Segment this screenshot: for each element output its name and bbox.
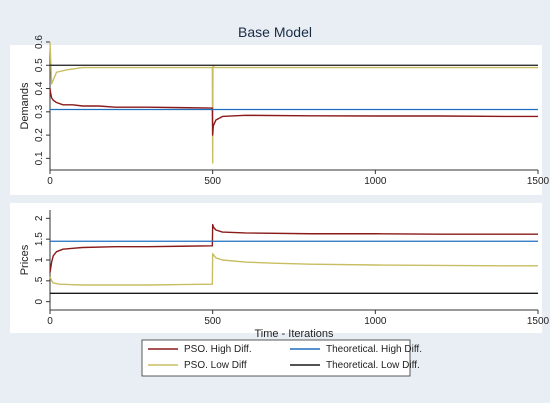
legend-label-pso-high-diff: PSO. High Diff.	[184, 344, 252, 355]
panel-background	[10, 203, 542, 333]
legend-label-theoretical-low-diff: Theoretical. Low Diff.	[326, 360, 420, 371]
series-line-pso-low-diff	[49, 41, 538, 164]
x-tick-label: 1500	[527, 316, 550, 327]
y-tick-label: 0	[34, 298, 45, 304]
y-axis-label: Prices	[19, 244, 31, 275]
chart-panel-2: 0 500 1000 1500 0 .5 1 1.5 2 Prices Time - Iterati…	[10, 203, 550, 340]
x-tick-label: 0	[47, 316, 53, 327]
y-tick-label: 0.6	[34, 35, 45, 49]
y-tick-label: 0.1	[34, 151, 45, 165]
y-tick-label: 0.4	[34, 81, 45, 95]
legend-label-theoretical-high-diff: Theoretical. High Diff.	[326, 344, 422, 355]
y-tick-label: 0.2	[34, 128, 45, 142]
y-tick-label: .5	[34, 276, 45, 285]
legend-box	[141, 339, 411, 377]
legend: PSO. High Diff. Theoretical. High Diff. PS…	[141, 339, 422, 377]
y-tick-label: 1.5	[34, 232, 45, 246]
y-tick-label: 2	[34, 215, 45, 221]
y-tick-label: 1	[34, 257, 45, 263]
x-tick-label: 0	[47, 176, 53, 187]
chart-title: Base Model	[238, 24, 312, 40]
series-line-pso-high-diff	[49, 88, 538, 136]
series-line-pso-high-diff	[49, 223, 538, 273]
chart-panel-1: 0 500 1000 1500 0.1 0.2 0.3 0.4 0.5 0.6 Demands	[10, 35, 550, 195]
x-axis-label: Time - Iterations	[254, 328, 334, 340]
y-tick-label: 0.3	[34, 104, 45, 118]
x-tick-label: 500	[204, 316, 221, 327]
y-axis-label: Demands	[19, 82, 31, 130]
x-tick-label: 1000	[364, 176, 387, 187]
legend-label-pso-low-diff: PSO. Low Diff	[184, 360, 247, 371]
x-tick-label: 500	[204, 176, 221, 187]
x-tick-label: 1000	[364, 316, 387, 327]
y-tick-label: 0.5	[34, 58, 45, 72]
x-tick-label: 1500	[527, 176, 550, 187]
series-line-pso-low-diff	[49, 253, 538, 286]
